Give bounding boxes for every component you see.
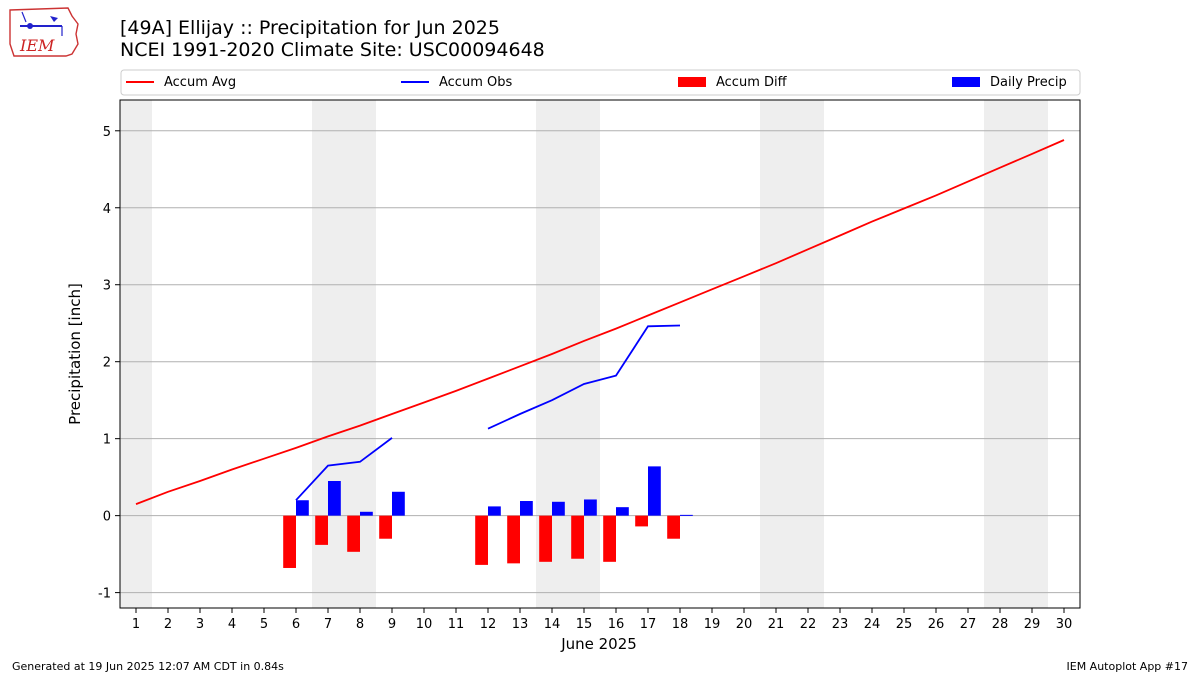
x-tick-label: 3 [196,617,204,632]
x-tick-label: 6 [292,617,300,632]
iem-iowa-logo-icon: IEM [9,7,79,57]
x-tick-label: 2 [164,617,172,632]
x-tick-label: 7 [324,617,332,632]
y-tick-label: 2 [103,356,111,371]
x-tick-label: 27 [960,617,977,632]
accum-diff-bar [571,515,584,559]
accum-diff-bar [603,515,616,562]
chart-subtitle: NCEI 1991-2020 Climate Site: USC00094648 [120,39,545,61]
accum-obs-line [487,324,681,430]
x-tick-label: 13 [512,617,529,632]
y-tick-label: 5 [103,125,111,140]
y-tick-label: 1 [103,433,111,448]
legend-daily-precip-swatch [952,77,980,87]
daily-precip-bar [680,514,693,516]
daily-precip-bar [552,501,565,516]
x-tick-label: 5 [260,617,268,632]
accum-diff-bar [507,515,520,564]
weekend-band [120,100,152,608]
chart-title: [49A] Ellijay :: Precipitation for Jun 2… [120,17,500,39]
logo-text: IEM [19,36,55,55]
y-tick-label: -1 [98,587,111,602]
y-axis-label: Precipitation [inch] [66,283,84,425]
x-tick-label: 19 [704,617,721,632]
x-tick-label: 9 [388,617,396,632]
weekend-band [792,100,824,608]
daily-precip-bar [488,506,501,516]
x-tick-label: 28 [992,617,1009,632]
accum-diff-bar [379,515,392,539]
y-tick-label: 0 [103,510,111,525]
accum-diff-bar [539,515,552,562]
legend-accum-diff-label: Accum Diff [716,75,788,90]
accum-diff-bar [315,515,328,545]
y-tick-label: 3 [103,279,111,294]
accum-diff-bar [347,515,360,552]
bars [283,466,693,568]
accum-avg-line [135,139,1065,505]
accum-diff-bar [475,515,488,565]
legend-accum-avg-label: Accum Avg [164,75,236,90]
legend-accum-obs-label: Accum Obs [439,75,512,90]
daily-precip-bar [648,466,661,516]
daily-precip-bar [296,500,309,516]
x-tick-label: 25 [896,617,913,632]
weekend-band [1016,100,1048,608]
grid-lines [120,130,1080,594]
daily-precip-bar [328,481,341,516]
accum-diff-bar [283,515,296,568]
x-tick-label: 4 [228,617,236,632]
x-tick-label: 16 [608,617,625,632]
x-tick-label: 17 [640,617,657,632]
x-axis-label: June 2025 [560,635,637,653]
x-tick-label: 29 [1024,617,1041,632]
x-tick-label: 20 [736,617,753,632]
lines [135,139,1065,505]
legend: Accum Avg Accum Obs Accum Diff Daily Precip [120,69,1081,96]
x-tick-label: 23 [832,617,849,632]
daily-precip-bar [392,491,405,516]
y-tick-label: 4 [103,202,111,217]
x-tick-label: 30 [1056,617,1073,632]
weekend-band [984,100,1016,608]
app-note: IEM Autoplot App #17 [1066,660,1189,673]
x-tick-label: 21 [768,617,785,632]
accum-diff-bar [667,515,680,539]
x-tick-label: 26 [928,617,945,632]
x-tick-label: 15 [576,617,593,632]
x-tick-label: 10 [416,617,433,632]
x-tick-label: 14 [544,617,561,632]
daily-precip-bar [616,507,629,516]
legend-accum-diff-swatch [678,77,706,87]
accum-diff-bar [635,515,648,527]
legend-box [120,69,1081,96]
x-tick-label: 12 [480,617,497,632]
legend-daily-precip-label: Daily Precip [990,75,1067,90]
generated-note: Generated at 19 Jun 2025 12:07 AM CDT in… [12,660,284,673]
x-tick-label: 24 [864,617,881,632]
weekend-band [760,100,792,608]
x-tick-label: 1 [132,617,140,632]
x-tick-label: 11 [448,617,465,632]
x-tick-label: 22 [800,617,817,632]
daily-precip-bar [584,499,597,516]
x-tick-label: 18 [672,617,689,632]
plot-frame [119,99,1081,609]
daily-precip-bar [520,501,533,516]
accum-obs-line [295,437,393,501]
x-tick-label: 8 [356,617,364,632]
daily-precip-bar [360,511,373,516]
